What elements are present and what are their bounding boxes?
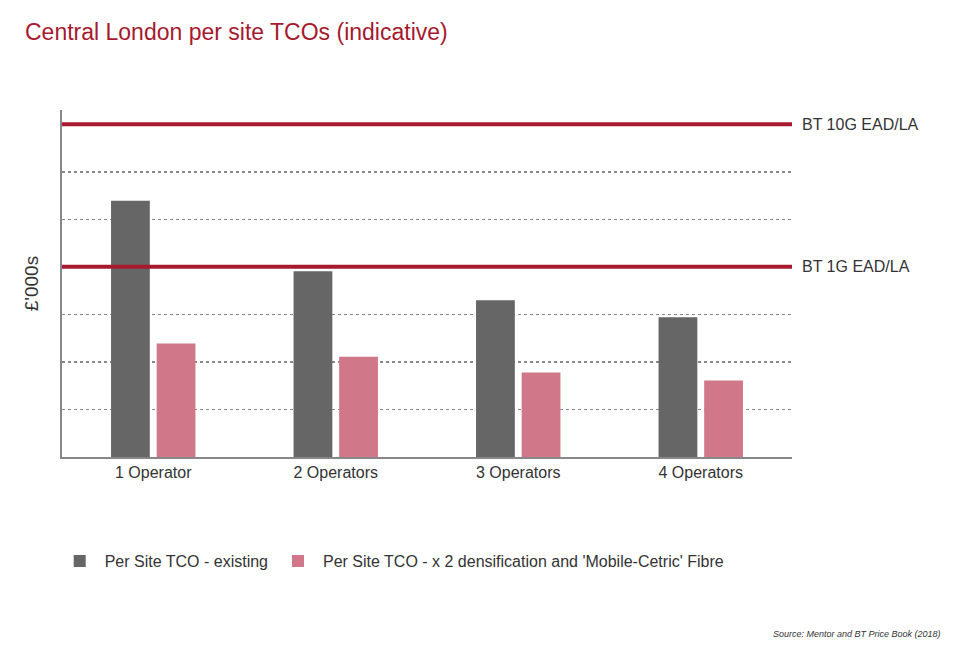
svg-text:Per Site TCO - x 2 densificati: Per Site TCO - x 2 densification and 'Mo…	[323, 553, 724, 570]
svg-text:£'000s: £'000s	[21, 256, 42, 311]
svg-text:Per Site TCO - existing: Per Site TCO - existing	[105, 553, 268, 570]
svg-text:3 Operators: 3 Operators	[476, 464, 560, 481]
svg-text:BT 10G EAD/LA: BT 10G EAD/LA	[802, 116, 919, 133]
svg-text:2 Operators: 2 Operators	[294, 464, 378, 481]
svg-text:4 Operators: 4 Operators	[659, 464, 743, 481]
svg-text:Source: Mentor and BT Price Bo: Source: Mentor and BT Price Book (2018)	[773, 629, 941, 639]
svg-text:Central London per site TCOs (: Central London per site TCOs (indicative…	[25, 19, 448, 45]
svg-text:BT 1G EAD/LA: BT 1G EAD/LA	[802, 258, 910, 275]
svg-text:1 Operator: 1 Operator	[115, 464, 192, 481]
